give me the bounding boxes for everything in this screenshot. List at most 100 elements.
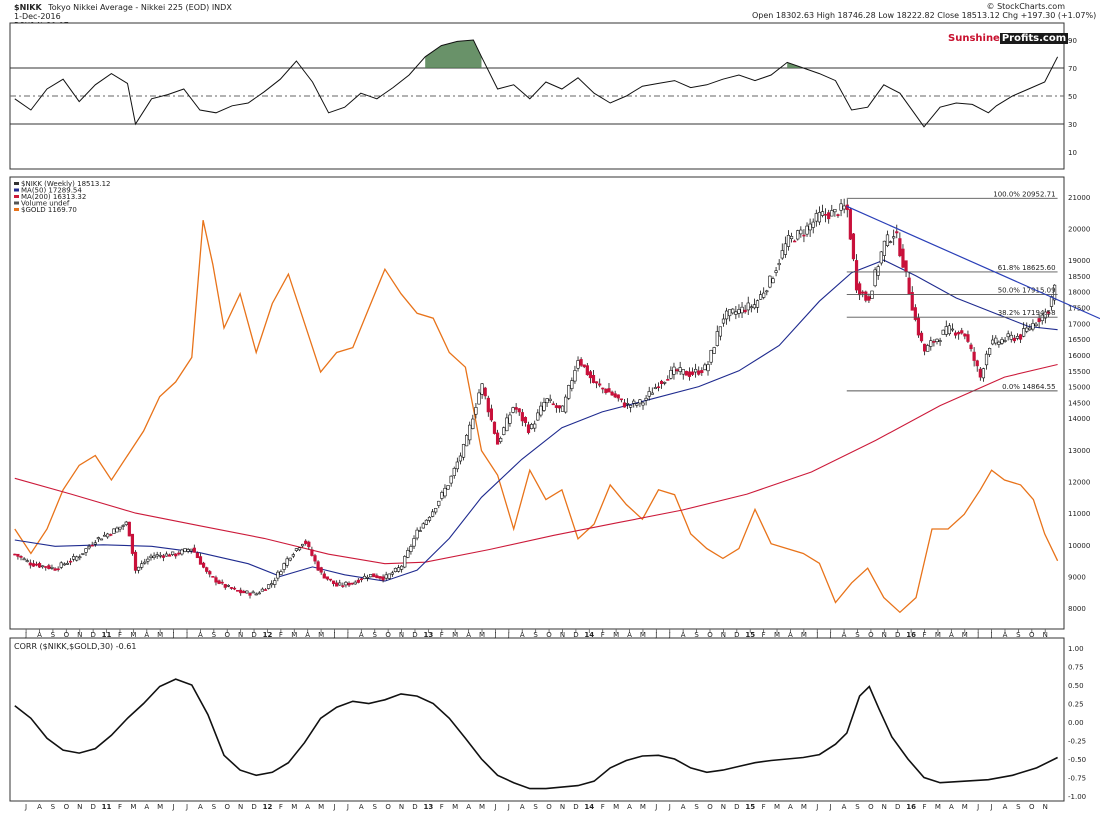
candle-down (316, 561, 320, 571)
candle-down (28, 562, 32, 566)
candle-down (622, 402, 627, 408)
rsi-layer (10, 39, 1064, 128)
time-axis-label: J (976, 631, 979, 639)
candle-down (242, 590, 246, 594)
candle-up (749, 306, 753, 309)
candle-up (641, 402, 645, 406)
chart-title: $NIKK Tokyo Nikkei Average - Nikkei 225 … (14, 3, 232, 12)
candle-down (851, 233, 856, 260)
candle-up (338, 582, 342, 586)
time-axis-label-bottom: D (895, 803, 900, 811)
candle-up (1015, 336, 1020, 339)
candle-up (406, 550, 410, 558)
candle-down (823, 213, 828, 216)
time-axis-label-bottom: M (613, 803, 619, 811)
candle-down (557, 405, 562, 409)
candle-down (232, 587, 237, 590)
candle-up (149, 555, 153, 558)
candle-down (953, 332, 958, 336)
candle-down (904, 260, 908, 272)
time-axis-label: J (172, 631, 175, 639)
resistance-trendline (846, 205, 1100, 320)
time-axis-label-bottom: O (385, 803, 391, 811)
candle-down (604, 388, 608, 394)
candle-up (653, 387, 657, 390)
candle-up (1040, 314, 1044, 321)
time-axis-label-bottom: M (291, 803, 297, 811)
candle-up (400, 565, 404, 570)
candle-up (1031, 323, 1035, 330)
logo-part1: Sunshine (948, 33, 1000, 44)
candle-up (440, 492, 444, 499)
candle-up (762, 292, 766, 298)
time-axis-label-bottom: A (681, 803, 686, 811)
candle-down (858, 283, 862, 296)
time-axis-label-bottom: A (520, 803, 525, 811)
candle-up (560, 405, 565, 412)
candle-up (669, 370, 673, 379)
candle-down (177, 552, 181, 555)
time-axis-label: O (64, 631, 70, 639)
candle-down (16, 553, 20, 557)
candle-up (87, 546, 91, 549)
candle-down (359, 578, 364, 581)
time-axis-label-bottom: F (923, 803, 927, 811)
gold-price-line (14, 220, 1059, 614)
candle-up (155, 554, 159, 557)
candle-down (307, 541, 311, 548)
candle-up (424, 519, 429, 525)
time-axis-label-bottom: O (64, 803, 70, 811)
candle-down (684, 370, 688, 376)
time-axis-label: J (332, 631, 335, 639)
candle-down (697, 370, 701, 375)
candle-up (251, 591, 255, 594)
chart-date: 1-Dec-2016 (14, 12, 61, 21)
candle-up (297, 547, 302, 551)
candle-up (672, 366, 676, 375)
candle-down (613, 393, 617, 398)
candle-up (734, 311, 738, 315)
candle-down (211, 576, 215, 578)
candle-up (353, 581, 357, 585)
time-axis-label: M (613, 631, 619, 639)
candle-up (647, 391, 651, 397)
time-axis-label-bottom: N (882, 803, 887, 811)
candle-up (752, 304, 757, 309)
candle-up (186, 549, 190, 552)
candle-up (808, 223, 812, 231)
legend-entry: MA(200) 16313.32 (21, 193, 86, 201)
time-axis-label-bottom: J (332, 803, 335, 811)
candle-down (957, 332, 961, 335)
correlation-label: CORR ($NIKK,$GOLD,30) -0.61 (14, 642, 136, 651)
candle-up (944, 326, 948, 335)
corr-tick-label: -0.50 (1068, 756, 1086, 764)
candle-up (276, 571, 280, 579)
time-axis-label: S (373, 631, 378, 639)
candle-up (366, 577, 370, 579)
price-tick-label: 11000 (1068, 510, 1090, 518)
candle-up (291, 554, 295, 557)
candle-down (802, 234, 806, 237)
copyright-label: © StockCharts.com (987, 2, 1066, 11)
time-axis-label: F (601, 631, 605, 639)
candle-down (913, 307, 917, 320)
candle-down (319, 567, 323, 573)
time-axis-label: J (829, 631, 832, 639)
price-tick-label: 17000 (1068, 320, 1090, 328)
time-axis-label-bottom: J (668, 803, 671, 811)
time-axis-label: N (399, 631, 404, 639)
candle-up (718, 326, 722, 337)
candle-down (31, 563, 35, 567)
fib-level-label: 38.2% 17194.58 (998, 309, 1056, 317)
time-axis-label: F (279, 631, 283, 639)
correlation-layer (14, 678, 1058, 790)
time-axis-label-bottom: O (868, 803, 874, 811)
time-axis-label: A (788, 631, 793, 639)
candle-down (966, 334, 970, 342)
candle-down (37, 563, 42, 568)
time-axis-label-bottom: J (976, 803, 979, 811)
candle-up (715, 331, 719, 346)
candle-up (294, 548, 299, 551)
candle-down (901, 248, 905, 268)
candle-up (892, 236, 896, 239)
